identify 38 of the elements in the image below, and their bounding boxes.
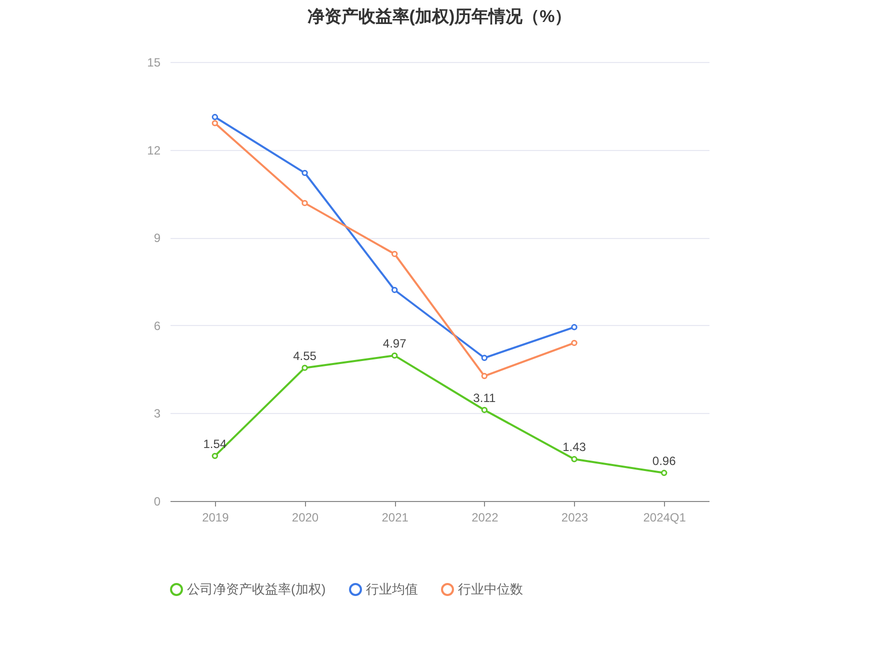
y-tick-label: 3 [154, 406, 161, 421]
point [212, 120, 218, 126]
y-tick-label: 9 [154, 231, 161, 246]
data-label: 3.11 [473, 390, 496, 405]
data-label: 4.97 [382, 336, 407, 351]
point [571, 324, 578, 330]
point [212, 114, 218, 120]
point [571, 456, 578, 462]
point [481, 354, 488, 361]
data-label: 0.96 [652, 454, 676, 468]
point [481, 372, 488, 380]
y-tick-label: 12 [147, 143, 161, 158]
y-tick-label: 0 [154, 494, 161, 508]
y-tick-label: 6 [154, 318, 161, 333]
x-tick-label: 2021 [382, 510, 409, 524]
x-tick-label: 2022 [472, 510, 499, 524]
x-tick-label: 2019 [202, 510, 230, 524]
point [391, 250, 398, 258]
point [391, 286, 398, 294]
point [660, 470, 668, 476]
legend-label: 行业中位数 [458, 582, 523, 597]
chart-title: 净资产收益率(加权)历年情况（%） [307, 7, 572, 26]
x-tick-label: 2020 [292, 510, 319, 524]
legend-label: 行业均值 [366, 582, 418, 597]
point [302, 170, 308, 176]
point [391, 352, 398, 359]
data-label: 1.43 [562, 440, 586, 454]
legend-label: 公司净资产收益率(加权) [187, 582, 326, 597]
data-label: 4.55 [293, 348, 317, 363]
y-tick-label: 15 [147, 56, 161, 70]
x-tick-label: 2024Q1 [643, 510, 686, 524]
data-label: 1.54 [203, 436, 227, 451]
point [302, 364, 308, 371]
x-tick-label: 2023 [561, 510, 588, 524]
point [571, 340, 578, 346]
point [212, 452, 218, 460]
point [302, 200, 308, 206]
point [481, 406, 488, 414]
